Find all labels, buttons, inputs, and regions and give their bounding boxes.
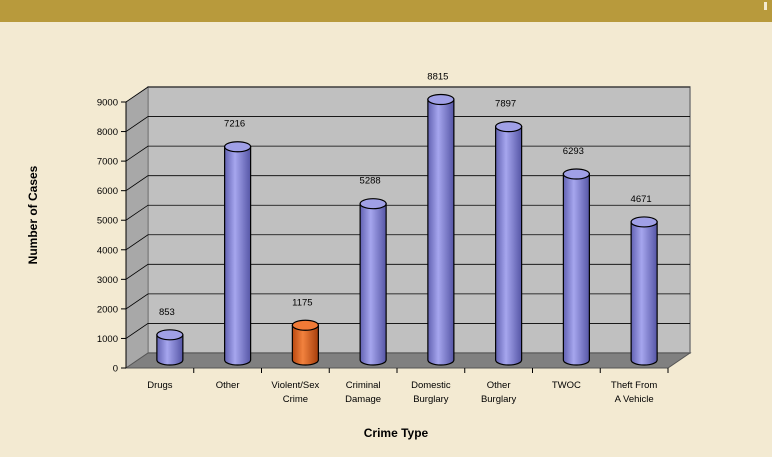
x-tick-label: Domestic Burglary	[411, 380, 451, 405]
y-tick-label: 4000	[97, 245, 118, 256]
y-tick-label: 8000	[97, 127, 118, 138]
bar-value-label: 5288	[360, 176, 381, 187]
bar-value-label: 1175	[292, 297, 312, 308]
bar-value-label: 853	[159, 307, 175, 318]
y-axis-title: Number of Cases	[26, 165, 40, 264]
header-band	[0, 0, 772, 22]
bar-3: 1175	[291, 297, 319, 366]
bar-value-label: 8815	[427, 71, 448, 82]
bar-body	[562, 173, 590, 366]
bar-value-label: 4671	[631, 194, 652, 205]
y-tick-label: 0	[113, 364, 118, 375]
y-tick-label: 6000	[97, 186, 118, 197]
y-tick-label: 1000	[97, 334, 118, 345]
bar-top	[224, 141, 252, 153]
bar-2: 7216	[224, 119, 252, 366]
bar-4: 5288	[359, 176, 387, 366]
x-tick-label: TWOC	[552, 380, 581, 391]
bar-body	[291, 324, 319, 366]
bar-top	[291, 319, 319, 331]
bar-top	[156, 329, 184, 341]
y-tick-label: 5000	[97, 216, 118, 227]
x-tick-label: Drugs	[147, 380, 173, 391]
x-tick-label: Other Burglary	[481, 380, 517, 405]
y-tick-label: 9000	[97, 98, 118, 109]
bar-top	[427, 93, 455, 106]
plot-floor	[124, 352, 692, 369]
bar-value-label: 7897	[495, 99, 516, 110]
bar-value-label: 7216	[224, 119, 245, 130]
bar-body	[156, 334, 184, 366]
bar-6: 7897	[495, 99, 523, 366]
y-tick-label: 2000	[97, 304, 118, 315]
bar-top	[630, 216, 658, 228]
x-tick-label: Theft From A Vehicle	[611, 380, 658, 405]
plot-frame	[124, 86, 692, 369]
bar-5: 8815	[427, 71, 455, 366]
y-axis: 0 1000 2000 3000 4000 5000 6000 7000 8000 9000	[97, 98, 127, 375]
bar-body	[630, 221, 658, 366]
x-axis-title: Crime Type	[364, 426, 429, 440]
x-tick-label: Criminal Damage	[345, 380, 381, 405]
header-mark	[764, 2, 767, 10]
x-tick-label: Violent/Sex Crime	[271, 380, 319, 405]
y-tick-label: 7000	[97, 157, 118, 168]
bar-value-label: 6293	[563, 146, 584, 157]
bar-7: 6293	[562, 146, 590, 366]
bar-body	[495, 126, 523, 366]
gridline	[125, 86, 690, 103]
bars: 853 7216 1175 5288 8815 7897 6293 4671	[156, 71, 658, 366]
bar-body	[427, 98, 455, 366]
bar-top	[495, 120, 523, 133]
y-tick-label: 3000	[97, 275, 118, 286]
x-axis: Drugs Other Violent/Sex Crime Criminal Damage…	[147, 368, 669, 405]
bar-top	[562, 168, 590, 180]
gridline	[125, 116, 690, 132]
bar-1: 853	[156, 307, 184, 366]
bar-body	[224, 146, 252, 366]
bar-top	[359, 198, 387, 210]
x-tick-label: Other	[216, 380, 240, 391]
bar-8: 4671	[630, 194, 658, 366]
bar-body	[359, 203, 387, 366]
